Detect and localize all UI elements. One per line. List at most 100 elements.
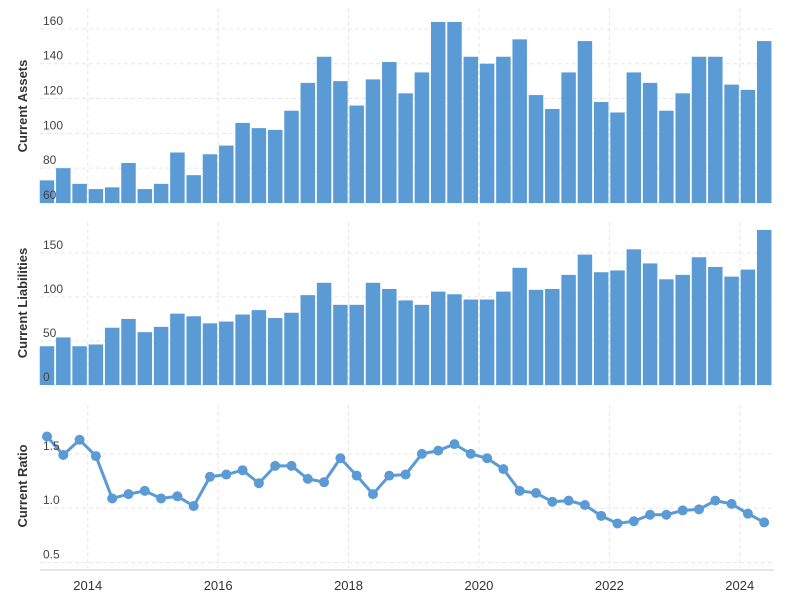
current-ratio-point [107, 493, 118, 504]
y-tick-label: 80 [43, 153, 57, 167]
y-tick-label: 140 [43, 49, 63, 63]
current-ratio-point [156, 493, 167, 504]
current-liabilities-bar [708, 266, 723, 385]
current-assets-bar [398, 93, 413, 203]
current-ratio-point [253, 478, 264, 489]
current-liabilities-bar [235, 314, 250, 385]
current-assets-bar [235, 122, 250, 203]
current-assets-bar [251, 128, 267, 203]
current-ratio-point [710, 495, 721, 506]
current-liabilities-bar [593, 272, 609, 385]
current-ratio-point [449, 439, 460, 450]
current-ratio-point [74, 434, 85, 445]
current-ratio-point [123, 489, 134, 500]
current-ratio-point [498, 464, 509, 475]
current-assets-bar [675, 93, 690, 203]
current-liabilities-bar [479, 299, 495, 385]
y-tick-label: 1.0 [43, 493, 60, 507]
y-tick-label: 60 [43, 188, 57, 202]
current-liabilities-bar [724, 276, 739, 385]
current-ratio-point [726, 498, 737, 509]
current-assets-bar [137, 189, 153, 203]
current-liabilities-bar [740, 269, 756, 385]
current-liabilities-bar [561, 274, 576, 385]
current-ratio-point [384, 470, 395, 481]
current-assets-bar [186, 175, 201, 203]
current-ratio-point [286, 460, 297, 471]
current-ratio-point [188, 501, 199, 512]
current-liabilities-bar [382, 288, 397, 385]
y-tick-label: 100 [43, 118, 63, 132]
current-liabilities-bar [104, 327, 120, 385]
current-assets-bar [430, 21, 446, 203]
current-liabilities-bar [267, 318, 283, 385]
current-assets-bar [447, 21, 462, 203]
current-ratio-point [661, 509, 672, 520]
current-liabilities-bar [414, 304, 430, 385]
current-ratio-point [433, 445, 444, 456]
current-ratio-point [645, 509, 656, 520]
current-assets-bar [756, 41, 772, 204]
current-ratio-line [45, 435, 765, 525]
y-axis-label: Current Ratio [15, 444, 30, 527]
current-assets-bar [512, 39, 527, 203]
current-assets-bar [219, 145, 234, 203]
current-ratio-point [172, 491, 183, 502]
current-ratio-point [596, 510, 607, 521]
current-assets-bar [365, 79, 381, 203]
current-liabilities-bar [365, 282, 381, 385]
current-liabilities-bar [512, 267, 527, 385]
current-assets-bar [593, 102, 609, 203]
current-liabilities-bar [398, 300, 413, 385]
current-assets-bar [284, 110, 299, 203]
y-tick-label: 50 [43, 326, 57, 340]
current-liabilities-bar [121, 318, 136, 385]
current-assets-bar [153, 183, 169, 203]
current-liabilities-bar [72, 346, 87, 385]
current-ratio-point [400, 469, 411, 480]
current-liabilities-bar [496, 291, 511, 385]
y-tick-label: 0.5 [43, 548, 60, 562]
current-liabilities-bar [626, 249, 642, 385]
x-tick-label: 2022 [595, 578, 624, 593]
x-tick-label: 2020 [464, 578, 493, 593]
y-tick-label: 1.5 [43, 439, 60, 453]
current-assets-bar [382, 61, 397, 204]
current-liabilities-bar [756, 229, 772, 385]
current-assets-bar [691, 56, 707, 203]
current-ratio-point [270, 460, 281, 471]
y-tick-label: 160 [43, 14, 63, 28]
current-assets-bar [104, 187, 120, 203]
current-liabilities-bar [610, 270, 625, 385]
current-ratio-point [759, 517, 770, 528]
current-liabilities-bar [153, 326, 169, 385]
current-assets-bar [642, 82, 658, 203]
current-ratio-point [612, 518, 623, 529]
current-liabilities-bar [186, 316, 201, 385]
current-liabilities-bar [316, 282, 332, 385]
current-assets-bar [202, 154, 218, 203]
current-liabilities-bar [333, 304, 348, 385]
current-ratio-point [563, 495, 574, 506]
current-assets-bar [72, 183, 87, 203]
current-liabilities-bar [691, 257, 707, 385]
current-ratio-point [351, 470, 362, 481]
current-assets-bar [708, 56, 723, 203]
current-assets-bar [349, 105, 364, 203]
current-liabilities-bar [430, 291, 446, 385]
current-assets-bar [740, 89, 756, 203]
current-ratio-point [221, 469, 232, 480]
current-assets-bar [56, 168, 71, 203]
current-assets-bar [39, 180, 55, 203]
y-tick-label: 120 [43, 84, 63, 98]
current-liabilities-bar [88, 344, 104, 385]
current-assets-bar [316, 56, 332, 203]
current-liabilities-bar [219, 321, 234, 385]
current-liabilities-bar [659, 279, 674, 385]
current-assets-bar [724, 84, 739, 203]
current-ratio-point [368, 489, 378, 500]
x-tick-label: 2016 [204, 578, 233, 593]
current-assets-bar [479, 63, 495, 203]
current-liabilities-bar [349, 304, 364, 385]
current-liabilities-bar [251, 310, 267, 385]
